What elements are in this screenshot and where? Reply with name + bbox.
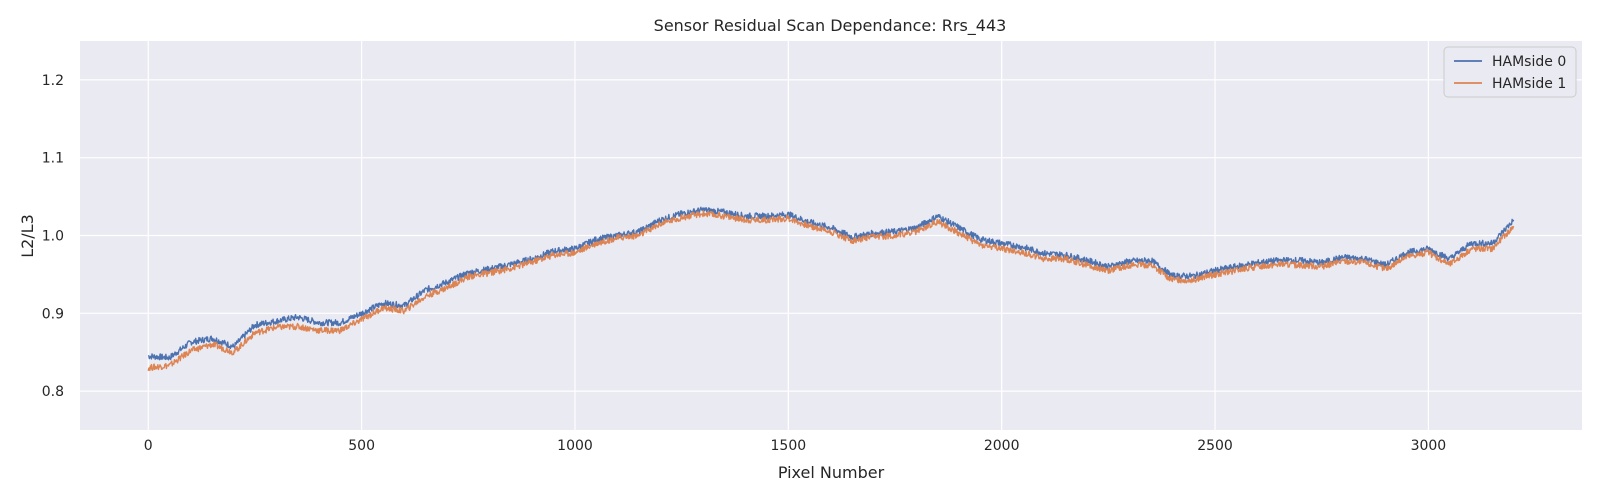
x-tick-label: 3000 bbox=[1411, 438, 1447, 454]
x-axis-label: Pixel Number bbox=[778, 463, 885, 482]
y-tick-label: 1.0 bbox=[42, 229, 64, 245]
y-tick-label: 1.1 bbox=[42, 151, 64, 167]
legend: HAMside 0 HAMside 1 bbox=[1443, 46, 1577, 98]
series-line-hamside-1 bbox=[147, 210, 1515, 372]
chart-title: Sensor Residual Scan Dependance: Rrs_443 bbox=[654, 16, 1007, 36]
x-tick-label: 2500 bbox=[1197, 438, 1233, 454]
x-tick-label: 2000 bbox=[984, 438, 1020, 454]
y-tick-label: 0.9 bbox=[42, 306, 64, 322]
y-tick-label: 1.2 bbox=[42, 73, 64, 89]
x-tick-label: 0 bbox=[144, 438, 153, 454]
x-tick-labels: 0 500 1000 1500 2000 2500 3000 bbox=[144, 438, 1446, 454]
x-tick-label: 1000 bbox=[557, 438, 593, 454]
legend-label: HAMside 1 bbox=[1492, 76, 1566, 92]
series-group bbox=[147, 206, 1515, 372]
x-tick-label: 1500 bbox=[771, 438, 807, 454]
legend-label: HAMside 0 bbox=[1492, 54, 1566, 70]
y-tick-label: 0.8 bbox=[42, 384, 64, 400]
legend-box bbox=[1443, 46, 1577, 98]
y-axis-label: L2/L3 bbox=[18, 214, 37, 258]
x-tick-label: 500 bbox=[348, 438, 375, 454]
gridlines bbox=[80, 41, 1582, 430]
y-tick-labels: 0.8 0.9 1.0 1.1 1.2 bbox=[42, 73, 64, 400]
